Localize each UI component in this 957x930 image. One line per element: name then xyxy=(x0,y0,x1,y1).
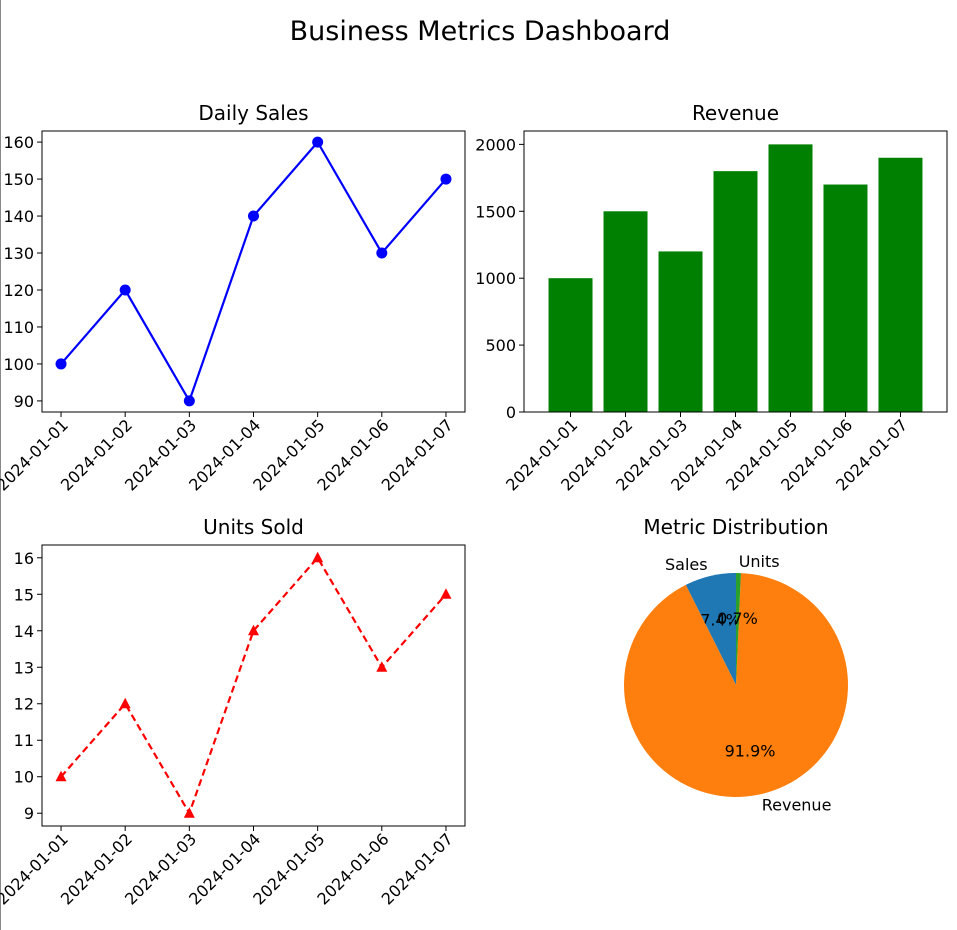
y-tick-label: 500 xyxy=(485,336,516,355)
y-tick-label: 13 xyxy=(14,658,34,677)
y-tick-label: 140 xyxy=(3,207,34,226)
pie-value-label: 0.7% xyxy=(717,609,758,628)
y-tick-label: 90 xyxy=(14,392,34,411)
data-point-marker xyxy=(183,807,195,818)
units-sold-chart: Units Sold9101112131415162024-01-012024-… xyxy=(0,515,466,909)
y-tick-label: 9 xyxy=(24,804,34,823)
pie-label: Units xyxy=(739,552,780,571)
data-point-marker xyxy=(312,136,324,148)
y-tick-label: 110 xyxy=(3,318,34,337)
pie-value-label: 7.4% xyxy=(700,611,741,630)
y-tick-label: 120 xyxy=(3,281,34,300)
data-point-marker xyxy=(440,588,452,599)
y-tick-label: 130 xyxy=(3,244,34,263)
data-point-marker xyxy=(183,395,195,407)
bar xyxy=(713,171,758,412)
chart-title: Revenue xyxy=(692,101,779,125)
metric-distribution-chart: Metric Distribution Sales 7.4% Revenue 91.9%… xyxy=(624,515,849,814)
plot-frame xyxy=(41,544,466,827)
pie-label: Sales xyxy=(665,555,708,574)
y-tick-label: 14 xyxy=(14,622,34,641)
data-point-marker xyxy=(312,551,324,563)
bar xyxy=(768,144,813,412)
y-tick-label: 11 xyxy=(14,731,34,750)
y-tick-label: 15 xyxy=(14,585,34,604)
window-left-border xyxy=(0,0,1,930)
data-point-marker xyxy=(376,661,388,672)
data-point-marker xyxy=(55,358,67,370)
y-tick-label: 12 xyxy=(14,695,34,714)
pie-slice xyxy=(685,573,736,685)
pie-slice xyxy=(736,573,741,685)
bar xyxy=(878,157,923,412)
y-tick-label: 160 xyxy=(3,133,34,152)
dashboard-title: Business Metrics Dashboard xyxy=(290,16,671,47)
y-tick-label: 100 xyxy=(3,355,34,374)
pie-value-label: 91.9% xyxy=(725,742,776,761)
daily-sales-chart: Daily Sales901001101201301401501602024-0… xyxy=(0,101,466,495)
data-point-marker xyxy=(119,284,131,296)
bar xyxy=(823,184,868,412)
y-tick-label: 1000 xyxy=(475,269,516,288)
chart-title: Metric Distribution xyxy=(643,515,828,539)
bar xyxy=(603,211,648,412)
chart-title: Daily Sales xyxy=(198,101,308,125)
y-tick-label: 16 xyxy=(14,549,34,568)
bar xyxy=(548,278,593,412)
data-point-marker xyxy=(55,770,67,782)
y-tick-label: 0 xyxy=(506,403,516,422)
y-tick-label: 150 xyxy=(3,170,34,189)
revenue-chart: Revenue05001000150020002024-01-012024-01… xyxy=(475,101,948,495)
data-point-marker xyxy=(248,624,259,636)
series-line xyxy=(60,555,447,816)
data-point-marker xyxy=(119,697,131,709)
y-tick-label: 2000 xyxy=(475,135,516,154)
data-point-marker xyxy=(248,210,259,222)
y-tick-label: 10 xyxy=(14,768,34,787)
chart-title: Units Sold xyxy=(203,515,304,539)
pie-label: Revenue xyxy=(762,795,832,814)
pie-slice xyxy=(624,573,849,797)
bar xyxy=(658,251,703,412)
y-tick-label: 1500 xyxy=(475,202,516,221)
data-point-marker xyxy=(376,247,388,259)
data-point-marker xyxy=(440,173,452,185)
plot-frame xyxy=(41,130,466,413)
series-line xyxy=(60,140,447,404)
